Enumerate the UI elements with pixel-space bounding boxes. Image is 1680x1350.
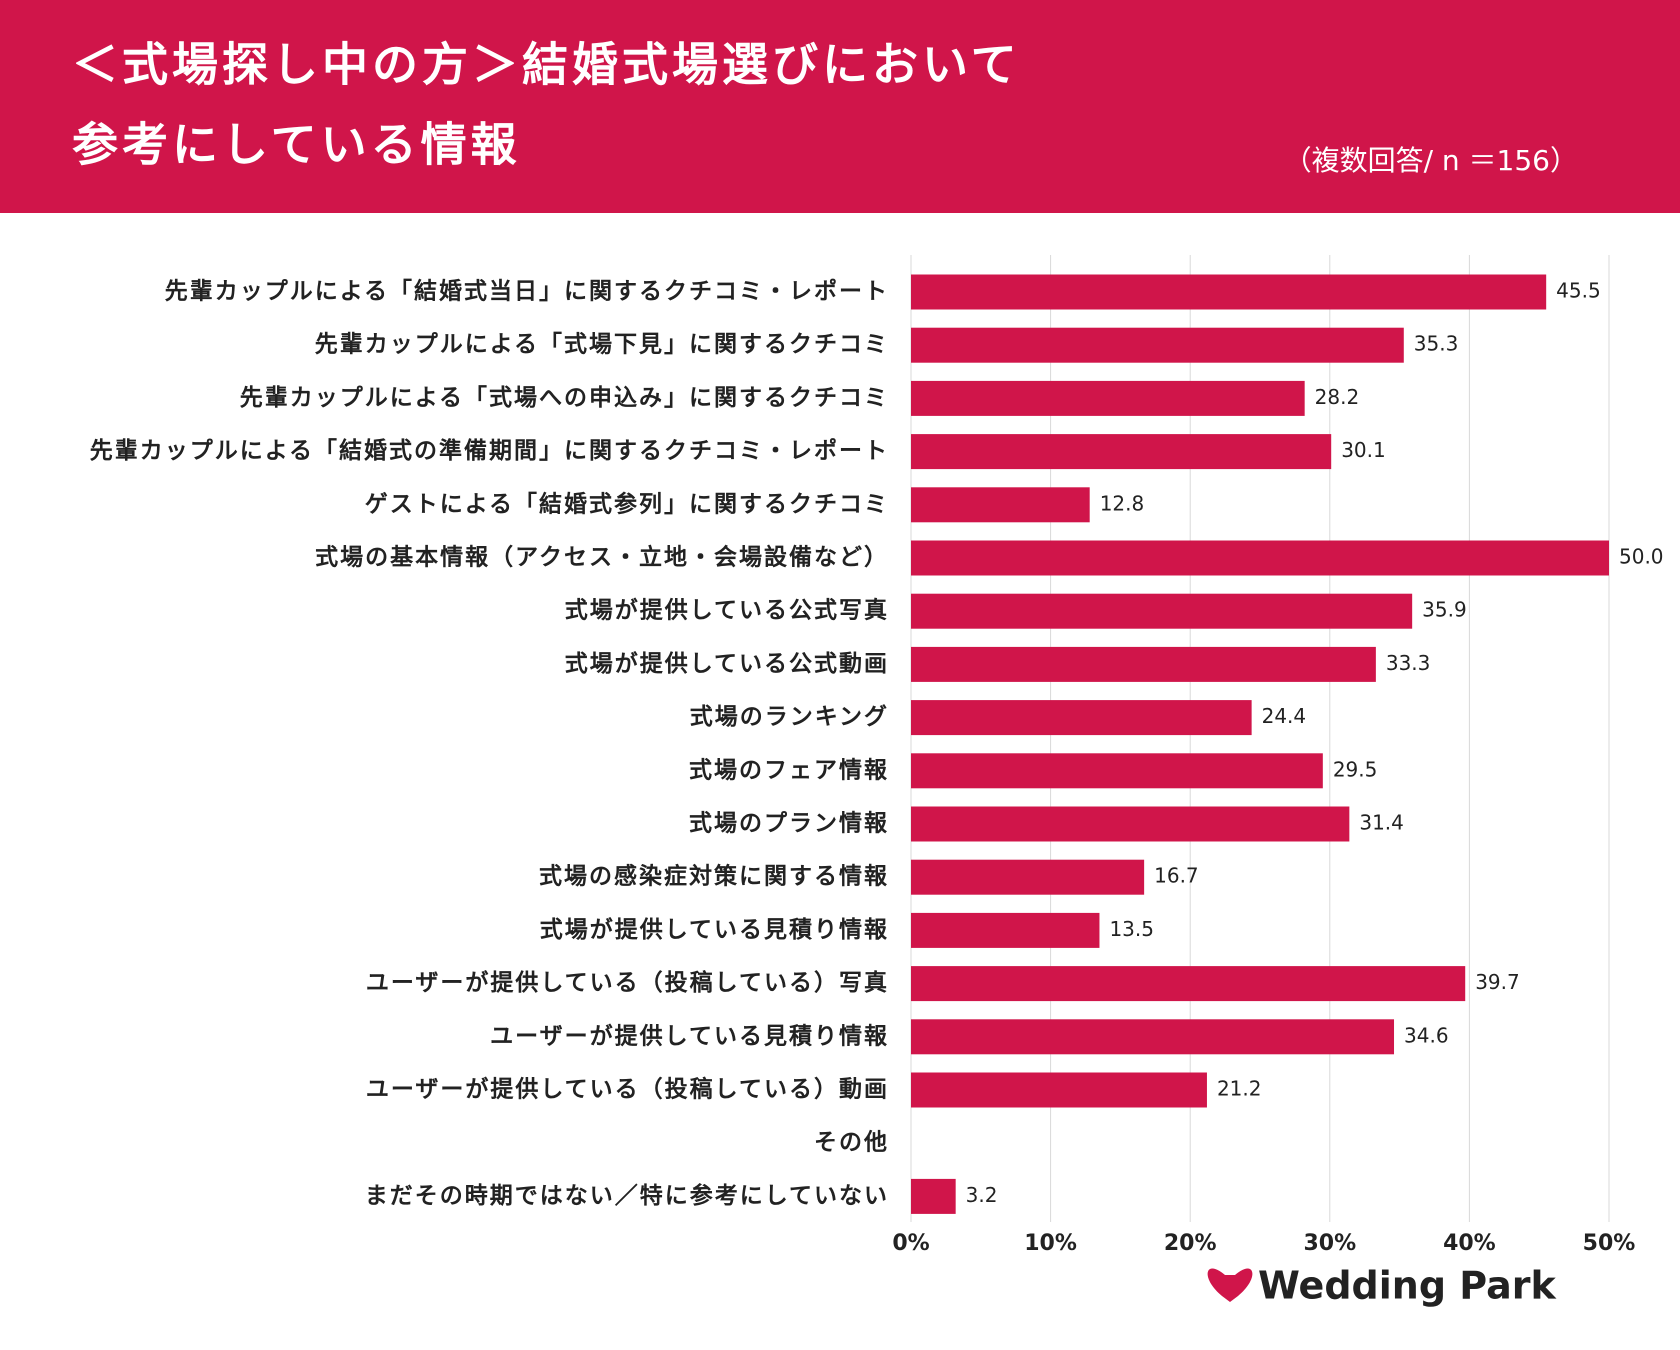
bar xyxy=(911,912,1100,948)
logo-heart xyxy=(1207,1268,1253,1302)
header-band xyxy=(0,0,1680,213)
value-label: 30.1 xyxy=(1341,438,1386,462)
bar xyxy=(911,966,1466,1002)
y-tick-label: ユーザーが提供している（投稿している）写真 xyxy=(366,969,889,996)
bar xyxy=(911,487,1090,523)
x-tick-label: 10% xyxy=(1024,1231,1077,1256)
x-tick-label: 30% xyxy=(1303,1231,1356,1256)
bar xyxy=(911,327,1404,363)
value-label: 39.7 xyxy=(1475,970,1520,994)
bar xyxy=(911,753,1323,789)
value-label: 16.7 xyxy=(1154,864,1199,888)
y-tick-label: 先輩カップルによる「結婚式当日」に関するクチコミ・レポート xyxy=(165,278,889,305)
value-label: 21.2 xyxy=(1217,1077,1262,1101)
y-tick-label: 先輩カップルによる「式場への申込み」に関するクチコミ xyxy=(240,384,889,411)
y-tick-label: ユーザーが提供している（投稿している）動画 xyxy=(366,1076,889,1103)
bar xyxy=(911,700,1252,736)
logo: Wedding Park xyxy=(1258,1264,1556,1308)
bar xyxy=(911,859,1145,895)
y-tick-label: まだその時期ではない／特に参考にしていない xyxy=(365,1182,889,1209)
bar xyxy=(911,380,1305,416)
sample-note: （複数回答/ n ＝156） xyxy=(1284,144,1578,177)
value-label: 31.4 xyxy=(1359,811,1404,835)
value-label: 12.8 xyxy=(1100,491,1145,515)
value-label: 28.2 xyxy=(1315,385,1360,409)
y-tick-label: 式場のフェア情報 xyxy=(689,756,889,783)
bar xyxy=(911,1072,1207,1108)
x-tick-label: 40% xyxy=(1443,1231,1496,1256)
bar xyxy=(911,434,1332,470)
y-tick-label: その他 xyxy=(814,1130,889,1156)
bar xyxy=(911,646,1376,682)
value-label: 50.0 xyxy=(1619,545,1664,569)
x-tick-label: 0% xyxy=(892,1231,929,1256)
bar xyxy=(911,593,1413,629)
y-tick-label: 式場のプラン情報 xyxy=(689,810,889,837)
bar xyxy=(911,1019,1395,1055)
y-tick-label: 先輩カップルによる「結婚式の準備期間」に関するクチコミ・レポート xyxy=(90,437,889,464)
value-label: 29.5 xyxy=(1333,757,1378,781)
bar xyxy=(911,540,1609,576)
y-tick-label: 式場の感染症対策に関する情報 xyxy=(539,863,889,890)
value-label: 3.2 xyxy=(966,1183,998,1207)
value-label: 24.4 xyxy=(1262,704,1307,728)
bar xyxy=(911,1178,956,1214)
y-tick-label: 式場が提供している見積り情報 xyxy=(540,916,889,943)
bar xyxy=(911,274,1547,310)
y-tick-label: 式場の基本情報（アクセス・立地・会場設備など） xyxy=(315,544,889,571)
value-label: 35.3 xyxy=(1414,332,1459,356)
y-tick-label: 先輩カップルによる「式場下見」に関するクチコミ xyxy=(315,332,889,358)
value-label: 45.5 xyxy=(1556,279,1601,303)
bar xyxy=(911,806,1350,842)
value-label: 33.3 xyxy=(1386,651,1431,675)
y-tick-label: 式場のランキング xyxy=(690,703,889,730)
x-tick-label: 50% xyxy=(1583,1231,1636,1256)
y-tick-label: 式場が提供している公式動画 xyxy=(565,650,889,677)
title-line: ＜式場探し中の方＞結婚式場選びにおいて xyxy=(72,38,1021,92)
y-tick-label: 式場が提供している公式写真 xyxy=(565,597,889,624)
value-label: 35.9 xyxy=(1422,598,1467,622)
value-label: 34.6 xyxy=(1404,1023,1449,1047)
value-label: 13.5 xyxy=(1109,917,1154,941)
x-tick-label: 20% xyxy=(1164,1231,1217,1256)
y-tick-label: ユーザーが提供している見積り情報 xyxy=(490,1022,889,1049)
title-line: 参考にしている情報 xyxy=(72,118,521,172)
y-tick-label: ゲストによる「結婚式参列」に関するクチコミ xyxy=(365,490,889,517)
